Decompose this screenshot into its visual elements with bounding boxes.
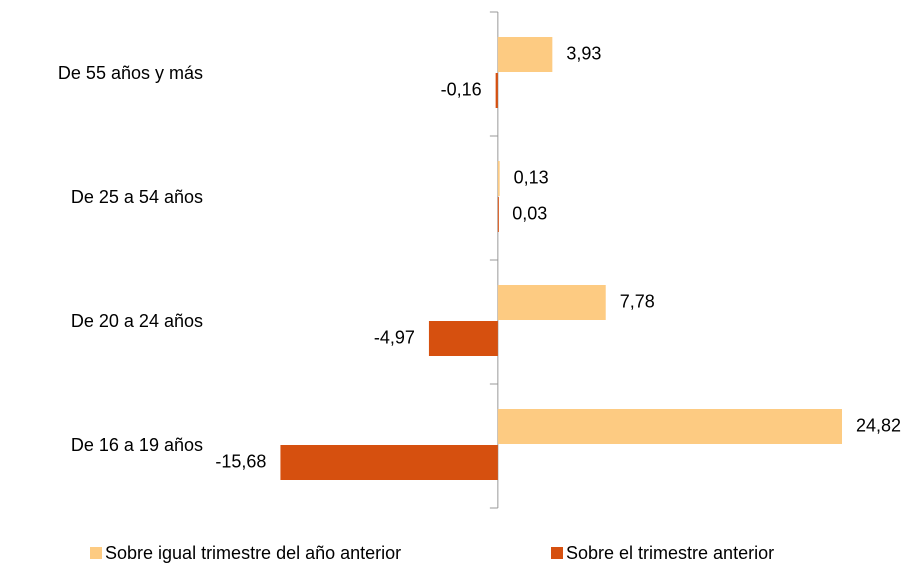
category-label: De 20 a 24 años	[71, 311, 203, 331]
legend-label: Sobre el trimestre anterior	[566, 543, 774, 563]
bar	[497, 161, 500, 196]
category-label: De 25 a 54 años	[71, 187, 203, 207]
bar	[497, 285, 606, 320]
value-label: 0,03	[512, 203, 547, 223]
bar	[280, 445, 498, 480]
value-label: 3,93	[566, 43, 601, 63]
bar	[497, 197, 499, 232]
legend-swatch	[551, 547, 563, 559]
legend-label: Sobre igual trimestre del año anterior	[105, 543, 401, 563]
bar	[497, 37, 553, 72]
value-label: 24,82	[856, 415, 901, 435]
value-label: -4,97	[374, 327, 415, 347]
category-label: De 55 años y más	[58, 63, 203, 83]
value-label: -0,16	[441, 79, 482, 99]
legend-swatch	[90, 547, 102, 559]
value-label: -15,68	[215, 451, 266, 471]
bar	[428, 321, 498, 356]
value-label: 7,78	[620, 291, 655, 311]
bar	[497, 409, 843, 444]
bar	[495, 73, 498, 108]
value-label: 0,13	[514, 167, 549, 187]
category-label: De 16 a 19 años	[71, 435, 203, 455]
